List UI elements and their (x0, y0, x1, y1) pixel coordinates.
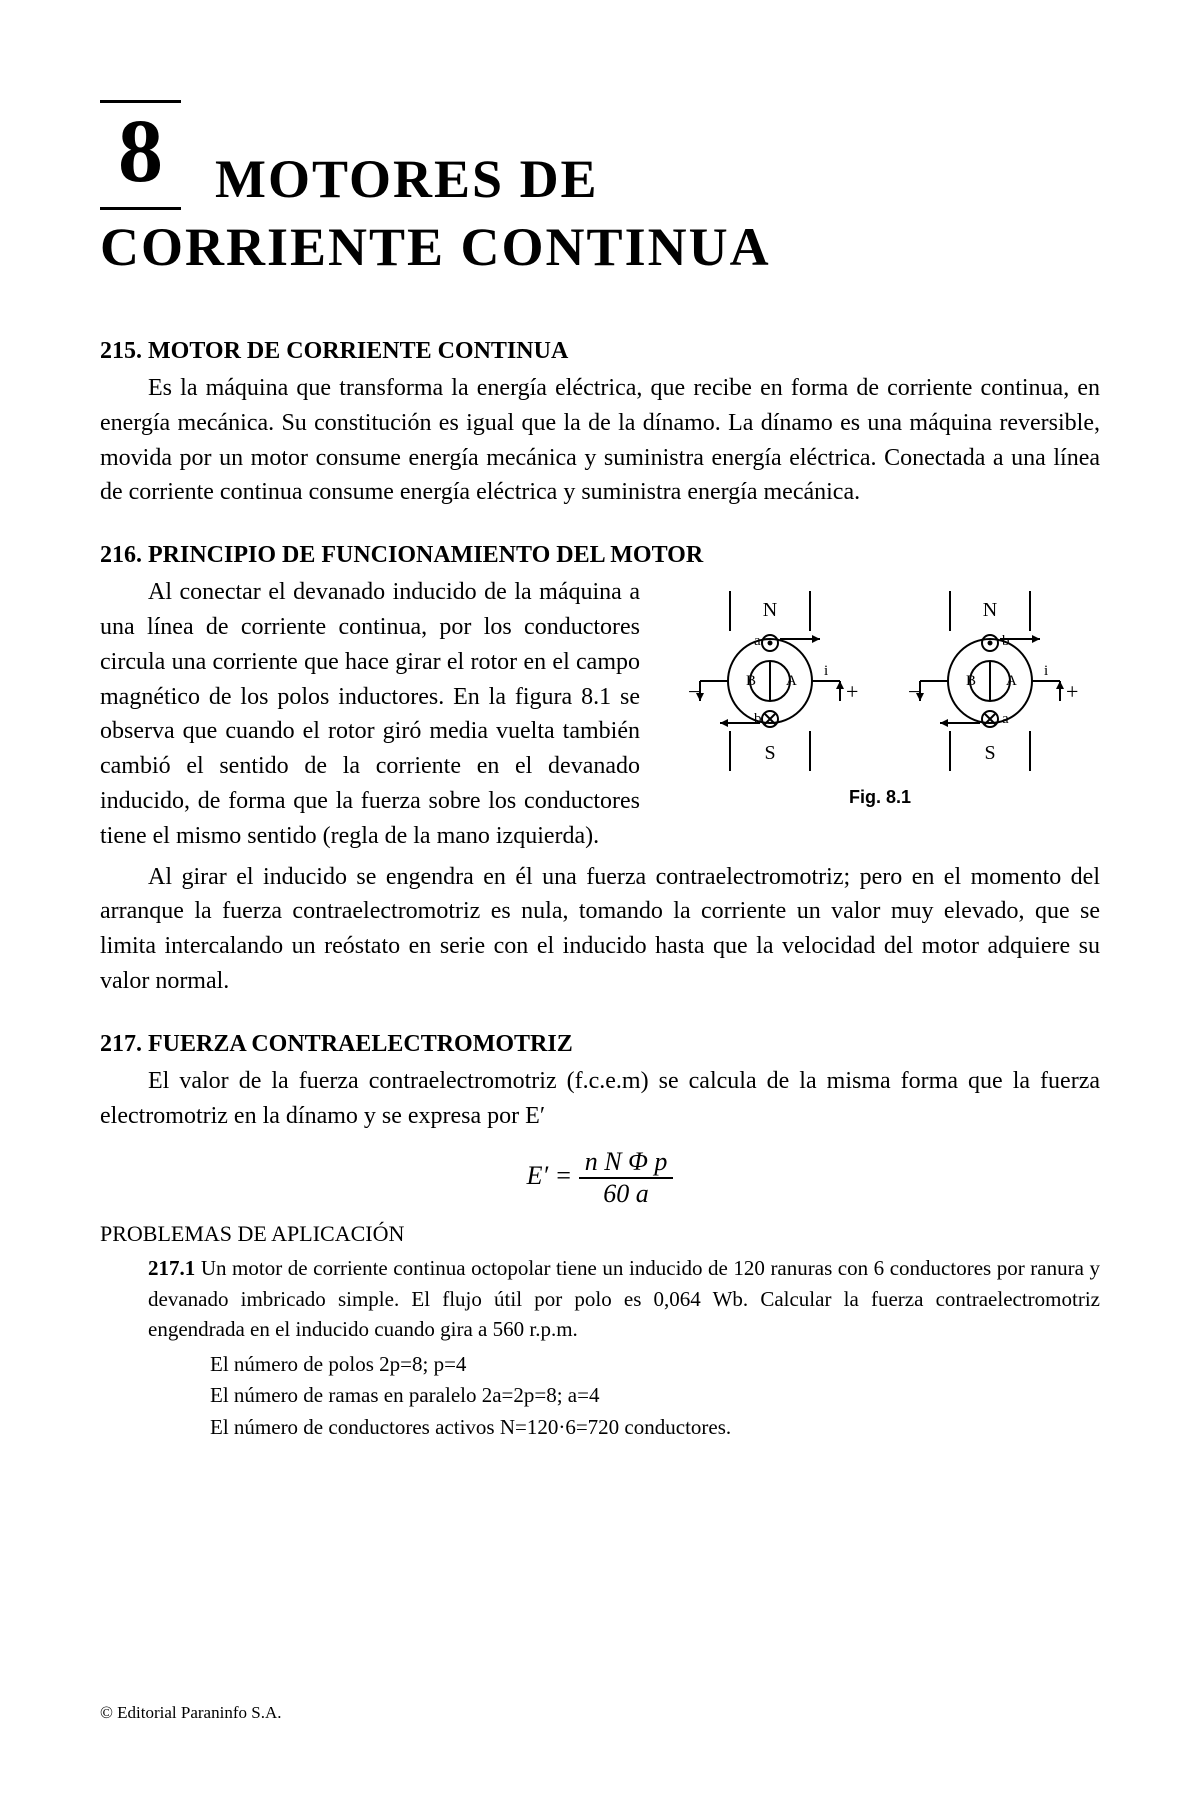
formula-denominator: 60 a (579, 1179, 674, 1209)
figure-8-1-diagrams: N S a (660, 581, 1100, 781)
label-i2: i (1044, 663, 1048, 679)
label-b2: b (1002, 633, 1010, 649)
problem-calc-3: El número de conductores activos N=120·6… (100, 1412, 1100, 1444)
chapter-header: 8 MOTORES DE CORRIENTE CONTINUA (100, 100, 1100, 278)
chapter-number-box: 8 (100, 100, 181, 210)
problem-calc-1: El número de polos 2p=8; p=4 (100, 1349, 1100, 1381)
section-heading-217: 217. FUERZA CONTRAELECTROMOTRIZ (100, 1031, 1100, 1058)
formula-numerator: n N Φ p (579, 1147, 674, 1179)
textbook-page: 8 MOTORES DE CORRIENTE CONTINUA 215. MOT… (0, 0, 1200, 1793)
label-S: S (764, 742, 775, 764)
problem-217-1: 217.1 Un motor de corriente continua oct… (100, 1253, 1100, 1344)
problem-calc-2: El número de ramas en paralelo 2a=2p=8; … (100, 1380, 1100, 1412)
chapter-number: 8 (118, 102, 163, 201)
section-217-paragraph: El valor de la fuerza contraelectromotri… (100, 1064, 1100, 1134)
formula-fraction: n N Φ p 60 a (579, 1147, 674, 1209)
section-215-paragraph: Es la máquina que transforma la energía … (100, 371, 1100, 510)
figure-8-1: N S a (660, 581, 1100, 808)
section-heading-216: 216. PRINCIPIO DE FUNCIONAMIENTO DEL MOT… (100, 542, 1100, 569)
section-216-wrap: N S a (100, 575, 1100, 859)
formula-emf: E′ = n N Φ p 60 a (100, 1147, 1100, 1209)
label-a: a (754, 633, 761, 649)
label-A2: A (1006, 673, 1017, 689)
footer-copyright: © Editorial Paraninfo S.A. (100, 1703, 281, 1723)
motor-diagram-right: N S b a (890, 581, 1090, 781)
problems-heading: PROBLEMAS DE APLICACIÓN (100, 1221, 1100, 1247)
label-B: B (746, 673, 756, 689)
label-plus2: + (1066, 679, 1078, 704)
problem-statement: Un motor de corriente continua octopolar… (148, 1256, 1100, 1341)
label-A: A (786, 673, 797, 689)
formula-lhs: E′ = (527, 1161, 573, 1190)
label-minus: − (688, 679, 700, 704)
label-N: N (763, 599, 777, 621)
label-b: b (754, 711, 762, 727)
problem-number: 217.1 (148, 1256, 195, 1280)
chapter-title-line2: CORRIENTE CONTINUA (100, 216, 1100, 278)
label-i: i (824, 663, 828, 679)
label-N2: N (983, 599, 997, 621)
section-216-paragraph-2: Al girar el inducido se engendra en él u… (100, 860, 1100, 999)
label-a2: a (1002, 711, 1009, 727)
label-minus2: − (908, 679, 920, 704)
motor-diagram-left: N S a (670, 581, 870, 781)
figure-caption: Fig. 8.1 (660, 787, 1100, 808)
chapter-title-line1: MOTORES DE (215, 118, 599, 210)
section-heading-215: 215. MOTOR DE CORRIENTE CONTINUA (100, 338, 1100, 365)
label-S2: S (984, 742, 995, 764)
label-plus: + (846, 679, 858, 704)
label-B2: B (966, 673, 976, 689)
